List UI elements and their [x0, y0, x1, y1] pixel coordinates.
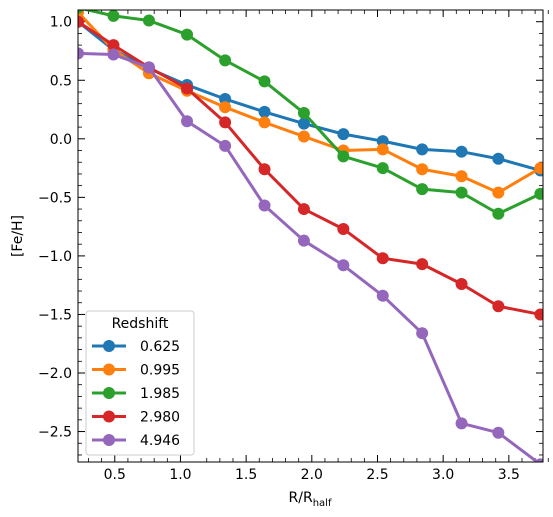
data-point: [297, 203, 310, 216]
data-point: [492, 152, 505, 165]
data-point: [219, 116, 232, 129]
x-axis-label: R/Rhalf: [289, 490, 332, 509]
data-point: [376, 135, 389, 148]
data-point: [416, 143, 429, 156]
data-point: [181, 115, 194, 128]
legend-title: Redshift: [112, 316, 169, 332]
y-tick-label: −2.0: [38, 366, 72, 382]
data-point: [492, 186, 505, 199]
data-point: [258, 75, 271, 88]
data-point: [455, 186, 468, 199]
legend-label: 2.980: [140, 410, 180, 426]
legend-label: 4.946: [140, 433, 180, 449]
data-point: [416, 163, 429, 176]
data-point: [219, 54, 232, 67]
legend-marker: [103, 434, 115, 446]
legend-marker: [103, 363, 115, 376]
data-point: [492, 207, 505, 220]
data-point: [181, 28, 194, 41]
y-tick-label: 1.0: [50, 15, 72, 31]
data-point: [258, 199, 271, 212]
y-axis-label: [Fe/H]: [10, 215, 26, 257]
legend-marker: [103, 340, 115, 352]
y-tick-label: −1.5: [38, 307, 72, 323]
legend-label: 0.625: [140, 339, 180, 355]
data-point: [297, 107, 310, 120]
ticks-layer: [78, 10, 549, 462]
data-point: [258, 105, 271, 118]
legend-label: 0.995: [140, 363, 180, 379]
data-point: [376, 143, 389, 156]
legend-marker: [103, 410, 115, 423]
data-point: [107, 10, 120, 22]
data-point: [297, 130, 310, 143]
x-tick-label: 1.5: [235, 467, 257, 483]
data-point: [107, 39, 120, 52]
x-tick-label: 2.0: [301, 467, 323, 483]
data-point: [107, 48, 120, 61]
y-tick-label: −2.5: [38, 425, 72, 441]
y-tick-label: 0.5: [50, 73, 72, 89]
y-tick-label: −1.0: [38, 249, 72, 265]
data-point: [416, 327, 429, 340]
legend: Redshift 0.625 0.995 1.985 2.980 4.946: [85, 310, 195, 456]
data-point: [337, 259, 350, 272]
data-point: [142, 14, 155, 27]
data-point: [376, 252, 389, 265]
legend-label: 1.985: [140, 386, 180, 402]
data-point: [455, 278, 468, 291]
data-point: [78, 47, 84, 60]
data-point: [455, 170, 468, 183]
data-point: [492, 426, 505, 439]
data-point: [376, 289, 389, 302]
data-point: [219, 139, 232, 152]
legend-entries: 0.625 0.995 1.985 2.980 4.946: [92, 339, 180, 449]
data-point: [416, 258, 429, 271]
data-point: [142, 61, 155, 74]
data-point: [337, 128, 350, 141]
y-tick-label: −0.5: [38, 190, 72, 206]
tick-labels-layer: 0.5 1.0 1.5 2.0 2.5 3.0 3.5 1.0 0.5 0.0 −0.5 −1.0 −1…: [38, 15, 520, 483]
data-point: [337, 222, 350, 235]
x-tick-label: 2.5: [366, 467, 388, 483]
data-point: [534, 308, 543, 321]
data-point: [297, 234, 310, 247]
data-point: [181, 82, 194, 95]
x-tick-label: 0.5: [104, 467, 126, 483]
data-point: [258, 116, 271, 129]
data-point: [78, 10, 84, 14]
data-point: [455, 417, 468, 430]
x-tick-label: 1.0: [169, 467, 191, 483]
data-point: [492, 300, 505, 313]
y-tick-label: 0.0: [50, 132, 72, 148]
data-point: [455, 145, 468, 158]
data-point: [258, 163, 271, 176]
data-point: [78, 15, 84, 28]
x-axis-label-subscript: half: [313, 498, 332, 509]
data-point: [416, 183, 429, 196]
data-point: [297, 117, 310, 130]
data-point: [219, 92, 232, 105]
plot-frame: [77, 9, 544, 463]
data-point: [337, 150, 350, 163]
x-tick-label: 3.0: [432, 467, 454, 483]
series-layer: [78, 10, 543, 462]
data-point: [534, 162, 543, 175]
data-point: [534, 458, 543, 462]
data-point: [376, 162, 389, 175]
legend-marker: [103, 387, 115, 399]
data-point: [219, 101, 232, 114]
data-point: [534, 187, 543, 200]
x-tick-label: 3.5: [498, 467, 520, 483]
x-axis-label-main: R/R: [289, 490, 313, 506]
